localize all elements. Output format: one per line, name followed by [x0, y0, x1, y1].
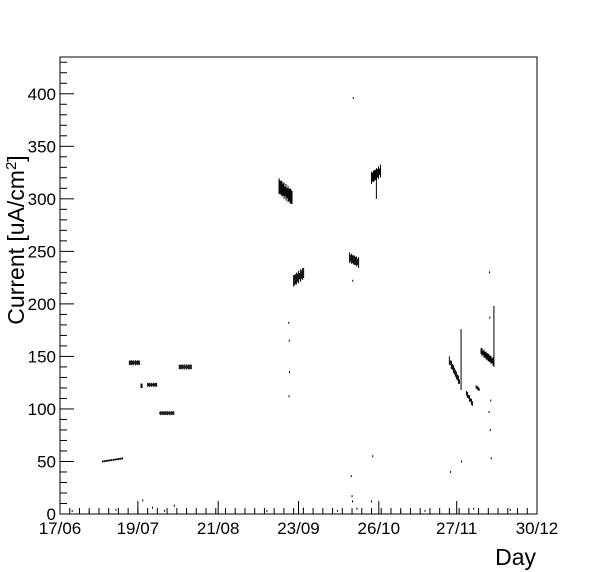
data-point — [351, 495, 353, 498]
data-point — [173, 504, 175, 507]
y-axis-title-superscript: 2 — [3, 162, 20, 170]
data-point — [473, 507, 475, 510]
x-axis-ticks: 17/06 19/07 21/08 23/09 26/10 27/11 30/12 — [39, 501, 559, 538]
data-point — [509, 508, 511, 511]
x-tick-label: 19/07 — [117, 519, 160, 538]
x-tick-label: 17/06 — [39, 519, 82, 538]
data-point — [424, 509, 426, 512]
x-tick-label: 27/11 — [436, 519, 477, 538]
data-point — [302, 507, 304, 510]
data-point — [400, 510, 402, 513]
data-point — [142, 499, 144, 502]
y-tick-label: 250 — [28, 242, 56, 261]
y-tick-label: 200 — [28, 295, 56, 314]
data-point — [288, 321, 290, 324]
data-point — [490, 399, 492, 402]
x-tick-label: 21/08 — [197, 519, 240, 538]
data-point — [164, 509, 166, 512]
data-point — [352, 96, 354, 99]
data-point — [115, 508, 117, 511]
y-tick-label: 0 — [47, 505, 56, 524]
data-point — [288, 371, 290, 374]
data-point — [372, 455, 374, 458]
data-point — [489, 271, 491, 274]
x-tick-label: 23/09 — [277, 519, 320, 538]
data-point — [490, 457, 492, 460]
data-point — [88, 510, 90, 513]
data-point — [450, 470, 452, 473]
data-point — [489, 428, 491, 431]
data-point — [288, 339, 290, 342]
y-tick-label: 350 — [28, 137, 56, 156]
y-axis-title: Current [uA/cm2] — [3, 155, 30, 324]
y-tick-label: 50 — [37, 452, 56, 471]
data-point — [336, 509, 338, 512]
plot-frame — [59, 56, 538, 515]
x-axis-title: Day — [495, 544, 536, 570]
y-tick-label: 100 — [28, 400, 56, 419]
data-point — [352, 279, 354, 282]
data-point — [489, 316, 491, 319]
y-tick-label: 300 — [28, 190, 56, 209]
y-axis-ticks: 0 50 100 150 200 250 300 350 400 — [28, 61, 74, 524]
y-tick-label: 150 — [28, 347, 56, 366]
data-point — [371, 500, 373, 503]
y-axis-title-suffix: ] — [3, 155, 29, 161]
x-tick-label: 26/10 — [358, 519, 401, 538]
data-point — [488, 411, 490, 414]
data-point — [266, 509, 268, 512]
x-tick-label: 30/12 — [516, 519, 559, 538]
data-point — [356, 507, 358, 510]
data-point — [288, 395, 290, 398]
data-point — [350, 475, 352, 478]
data-point — [461, 460, 463, 463]
y-tick-label: 400 — [28, 85, 56, 104]
data-point — [151, 506, 153, 509]
data-point — [205, 510, 207, 513]
data-point — [71, 509, 73, 512]
data-point — [352, 500, 354, 503]
y-axis-title-main: Current [uA/cm — [3, 170, 29, 325]
data-marks — [71, 96, 511, 513]
